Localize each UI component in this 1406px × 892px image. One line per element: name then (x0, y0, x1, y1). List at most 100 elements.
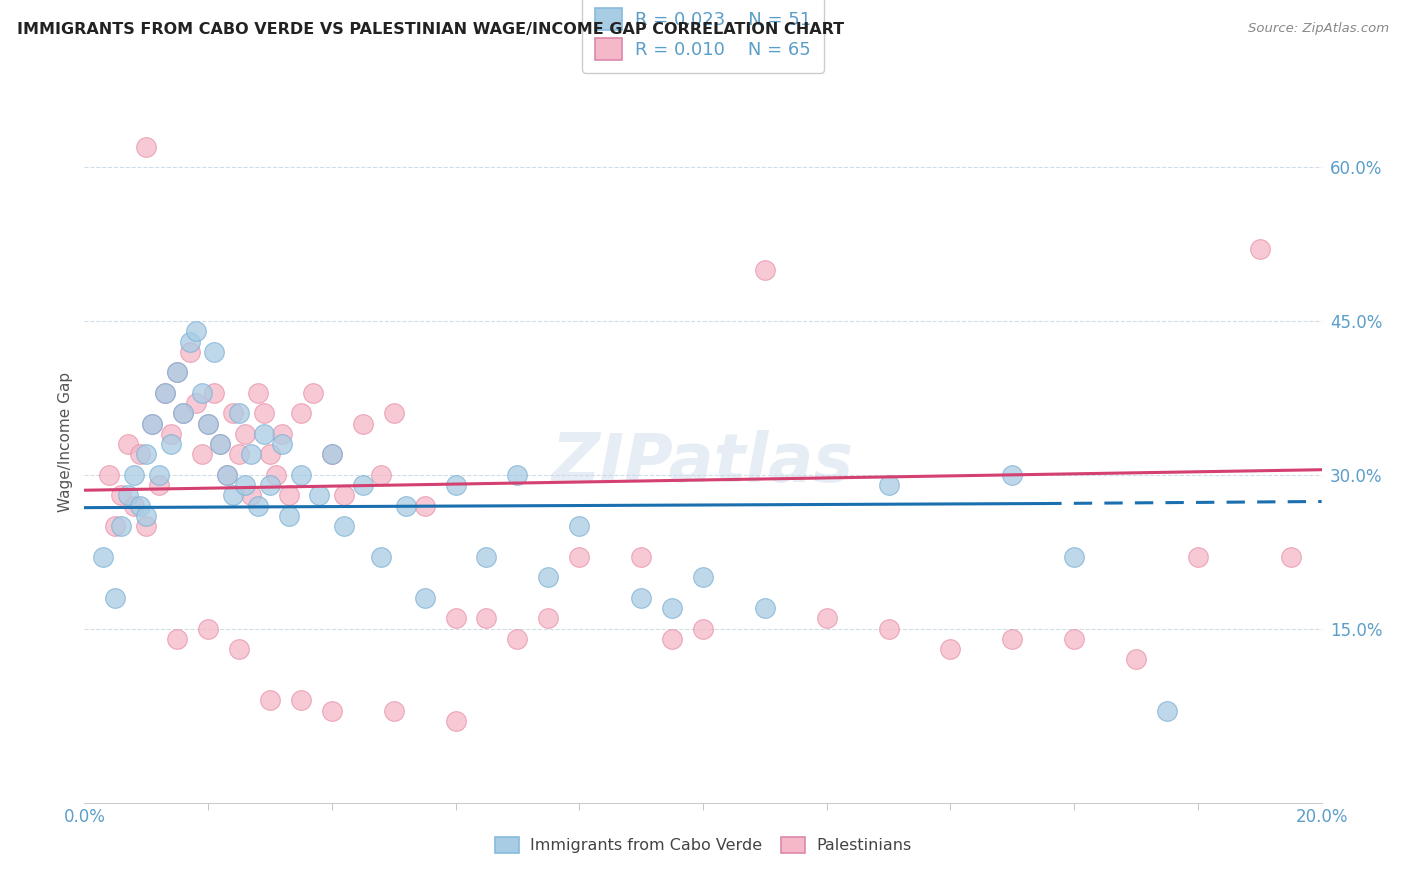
Point (692, 570, 714, 584)
Point (259, 478, 281, 492)
Point (1063, 632, 1085, 646)
Point (253, 426, 276, 441)
Point (1001, 467, 1024, 482)
Point (630, 591, 652, 605)
Point (184, 396, 207, 410)
Point (148, 478, 170, 492)
Point (308, 488, 330, 502)
Point (506, 632, 529, 646)
Point (444, 714, 467, 728)
Point (122, 467, 145, 482)
Point (166, 365, 188, 379)
Point (1001, 632, 1024, 646)
Point (506, 467, 529, 482)
Point (754, 263, 776, 277)
Point (537, 611, 560, 625)
Point (321, 447, 343, 461)
Point (184, 324, 207, 338)
Point (191, 447, 214, 461)
Point (172, 406, 194, 420)
Point (160, 426, 183, 441)
Point (259, 693, 281, 707)
Point (148, 467, 170, 482)
Point (321, 447, 343, 461)
Point (1249, 243, 1271, 257)
Point (537, 570, 560, 584)
Point (215, 467, 238, 482)
Point (692, 622, 714, 636)
Point (754, 601, 776, 615)
Text: ZIPatlas: ZIPatlas (553, 430, 853, 496)
Point (370, 467, 392, 482)
Point (290, 693, 312, 707)
Point (209, 437, 232, 451)
Point (222, 488, 245, 502)
Point (271, 437, 294, 451)
Point (202, 385, 225, 400)
Point (129, 499, 152, 513)
Point (104, 591, 127, 605)
Point (141, 417, 163, 431)
Point (179, 334, 201, 349)
Point (179, 344, 201, 359)
Point (370, 549, 392, 564)
Point (877, 478, 900, 492)
Point (277, 488, 299, 502)
Point (253, 406, 276, 420)
Point (98, 467, 121, 482)
Point (1156, 704, 1178, 718)
Point (135, 447, 157, 461)
Point (413, 499, 436, 513)
Point (215, 467, 238, 482)
Point (333, 519, 356, 533)
Point (153, 385, 176, 400)
Point (166, 632, 188, 646)
Point (630, 549, 652, 564)
Point (352, 478, 374, 492)
Point (413, 591, 436, 605)
Point (202, 344, 225, 359)
Point (395, 499, 418, 513)
Text: Source: ZipAtlas.com: Source: ZipAtlas.com (1249, 22, 1389, 36)
Point (259, 447, 281, 461)
Point (271, 426, 294, 441)
Point (475, 611, 498, 625)
Point (246, 499, 269, 513)
Point (166, 365, 188, 379)
Point (444, 478, 467, 492)
Point (228, 447, 250, 461)
Point (233, 478, 256, 492)
Point (209, 437, 232, 451)
Point (160, 437, 183, 451)
Point (104, 519, 127, 533)
Point (1063, 549, 1085, 564)
Point (117, 488, 139, 502)
Point (568, 519, 591, 533)
Point (661, 601, 683, 615)
Point (321, 704, 343, 718)
Point (135, 140, 157, 154)
Point (246, 385, 269, 400)
Point (110, 519, 132, 533)
Point (122, 499, 145, 513)
Point (290, 467, 312, 482)
Point (815, 611, 838, 625)
Point (661, 632, 683, 646)
Point (568, 549, 591, 564)
Point (382, 704, 405, 718)
Point (302, 385, 325, 400)
Point (228, 642, 250, 657)
Point (939, 642, 962, 657)
Point (290, 406, 312, 420)
Point (475, 549, 498, 564)
Point (240, 488, 263, 502)
Point (172, 406, 194, 420)
Point (877, 622, 900, 636)
Point (129, 447, 152, 461)
Point (233, 426, 256, 441)
Point (382, 406, 405, 420)
Point (228, 406, 250, 420)
Point (91, 549, 114, 564)
Point (240, 447, 263, 461)
Point (135, 519, 157, 533)
